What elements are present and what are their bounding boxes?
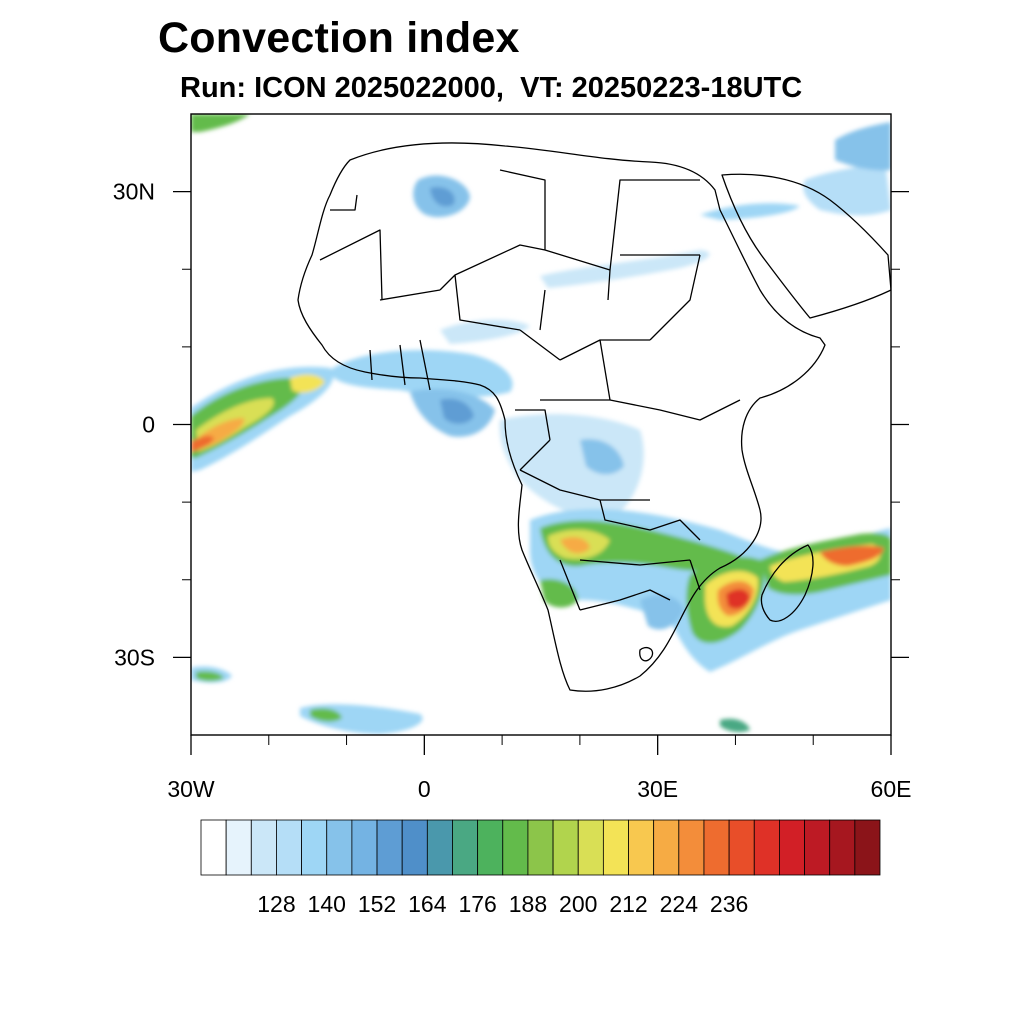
colorbar-swatch [527, 819, 554, 876]
colorbar-label: 200 [559, 891, 597, 917]
axes: 30N 0 30S 30W 0 30E 60E [113, 179, 912, 802]
colorbar-swatch [779, 819, 805, 876]
colorbar-swatch [653, 819, 680, 876]
lon-tick-label: 30W [167, 776, 215, 802]
colorbar-swatch [401, 819, 428, 876]
colorbar-swatch [477, 819, 504, 876]
colorbar-swatch [829, 819, 856, 876]
lat-tick-label: 30S [114, 644, 155, 670]
colorbar-swatch [376, 819, 403, 876]
convection-field [191, 114, 891, 734]
colorbar-swatch [351, 819, 378, 876]
colorbar-swatch [426, 819, 453, 876]
colorbar-label: 152 [358, 891, 396, 917]
colorbar-swatch [225, 819, 252, 876]
lat-tick-label: 0 [142, 412, 155, 438]
colorbar-label: 212 [609, 891, 647, 917]
coastlines [297, 142, 891, 692]
colorbar-swatch [728, 819, 755, 876]
colorbar-label: 128 [257, 891, 295, 917]
colorbar-swatch [703, 819, 730, 876]
lat-tick-label: 30N [113, 179, 155, 205]
colorbar-swatch [326, 819, 353, 876]
colorbar: 128 140 152 164 176 188 200 212 224 236 [200, 819, 881, 917]
colorbar-swatch [301, 819, 328, 876]
colorbar-label: 176 [458, 891, 496, 917]
colorbar-label: 224 [660, 891, 699, 917]
colorbar-swatch [854, 819, 881, 876]
colorbar-label: 188 [509, 891, 547, 917]
colorbar-swatch [753, 819, 780, 876]
colorbar-swatch [577, 819, 604, 876]
chart-subtitle: Run: ICON 2025022000, VT: 20250223-18UTC [180, 72, 803, 104]
colorbar-swatch [552, 819, 579, 876]
colorbar-swatch [452, 819, 479, 876]
colorbar-swatch [804, 819, 831, 876]
lon-tick-label: 30E [637, 776, 678, 802]
lon-tick-label: 60E [871, 776, 912, 802]
colorbar-swatch [276, 819, 302, 876]
chart-title: Convection index [158, 14, 520, 62]
colorbar-label: 164 [408, 891, 447, 917]
colorbar-swatch [250, 819, 277, 876]
colorbar-swatch [200, 819, 227, 876]
lon-tick-label: 0 [418, 776, 431, 802]
colorbar-swatch [628, 819, 655, 876]
colorbar-swatch [678, 819, 705, 876]
colorbar-label: 140 [308, 891, 346, 917]
colorbar-swatch [602, 819, 629, 876]
colorbar-swatch [502, 819, 529, 876]
colorbar-label: 236 [710, 891, 748, 917]
